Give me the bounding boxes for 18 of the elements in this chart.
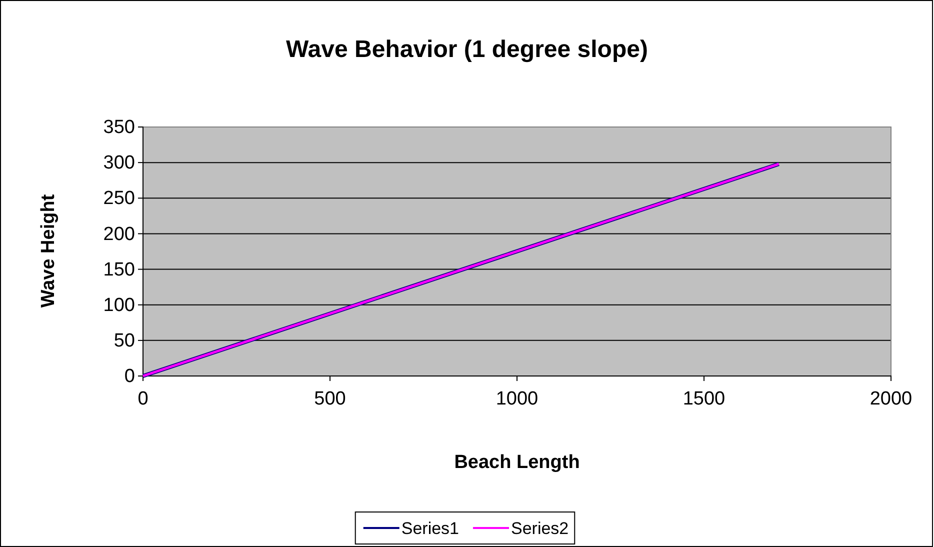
x-tick-label: 2000 [870, 388, 912, 410]
y-tick-label: 200 [103, 224, 135, 245]
y-tick-label: 300 [103, 152, 135, 174]
x-tick-label: 1500 [682, 388, 726, 410]
y-tick-label: 0 [124, 366, 135, 388]
y-tick-label: 50 [114, 330, 135, 352]
x-tick-label: 0 [138, 388, 148, 410]
x-tick-label: 1000 [496, 388, 538, 410]
y-tick-label: 150 [103, 259, 135, 280]
y-axis-title: Wave Height [38, 194, 59, 308]
x-tick-label: 500 [314, 388, 346, 410]
chart-title: Wave Behavior (1 degree slope) [286, 36, 648, 63]
y-tick-label: 350 [103, 117, 135, 138]
legend-label: Series1 [401, 519, 459, 538]
x-axis-title: Beach Length [454, 452, 580, 473]
y-tick-label: 100 [103, 294, 135, 316]
y-tick-label: 250 [103, 188, 135, 210]
legend-label: Series2 [511, 519, 569, 538]
